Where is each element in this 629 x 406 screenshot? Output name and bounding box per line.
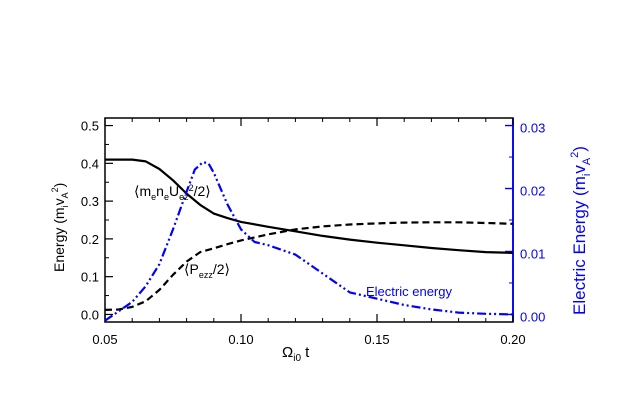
- x-tick-label: 0.10: [228, 332, 253, 347]
- x-axis-title: Ωi0 t: [282, 344, 310, 364]
- y-tick-label-left: 0.5: [81, 119, 99, 134]
- ticks: 0.05 0.10 0.15 0.20 0.0 0.1 0.2 0.3 0.4 0.5 0.00 0.…: [81, 118, 545, 347]
- y-tick-label-left: 0.4: [81, 156, 99, 171]
- y-tick-label-right: 0.01: [520, 246, 545, 261]
- y-tick-label-right: 0.02: [520, 184, 545, 199]
- y-axis-title-left: Energy (mivA2): [50, 183, 70, 272]
- y-tick-label-right: 0.00: [520, 309, 545, 324]
- annotation-kinetic: ⟨meneUez2/2⟩: [134, 183, 211, 202]
- annotation-electric: Electric energy: [366, 284, 452, 299]
- y-tick-label-right: 0.03: [520, 121, 545, 136]
- y-tick-label-left: 0.1: [81, 270, 99, 285]
- annotation-pressure: ⟨Pezz/2⟩: [184, 261, 230, 280]
- x-tick-label: 0.15: [364, 332, 389, 347]
- x-tick-label: 0.20: [500, 332, 525, 347]
- series-line-1: [104, 221, 514, 311]
- y-axis-title-right: Electric Energy (mivA2): [569, 146, 593, 315]
- y-tick-label-left: 0.0: [81, 307, 99, 322]
- y-tick-label-left: 0.3: [81, 194, 99, 209]
- series-layer: [104, 158, 514, 322]
- x-tick-label: 0.05: [92, 332, 117, 347]
- y-tick-label-left: 0.2: [81, 232, 99, 247]
- series-line-0: [105, 158, 514, 254]
